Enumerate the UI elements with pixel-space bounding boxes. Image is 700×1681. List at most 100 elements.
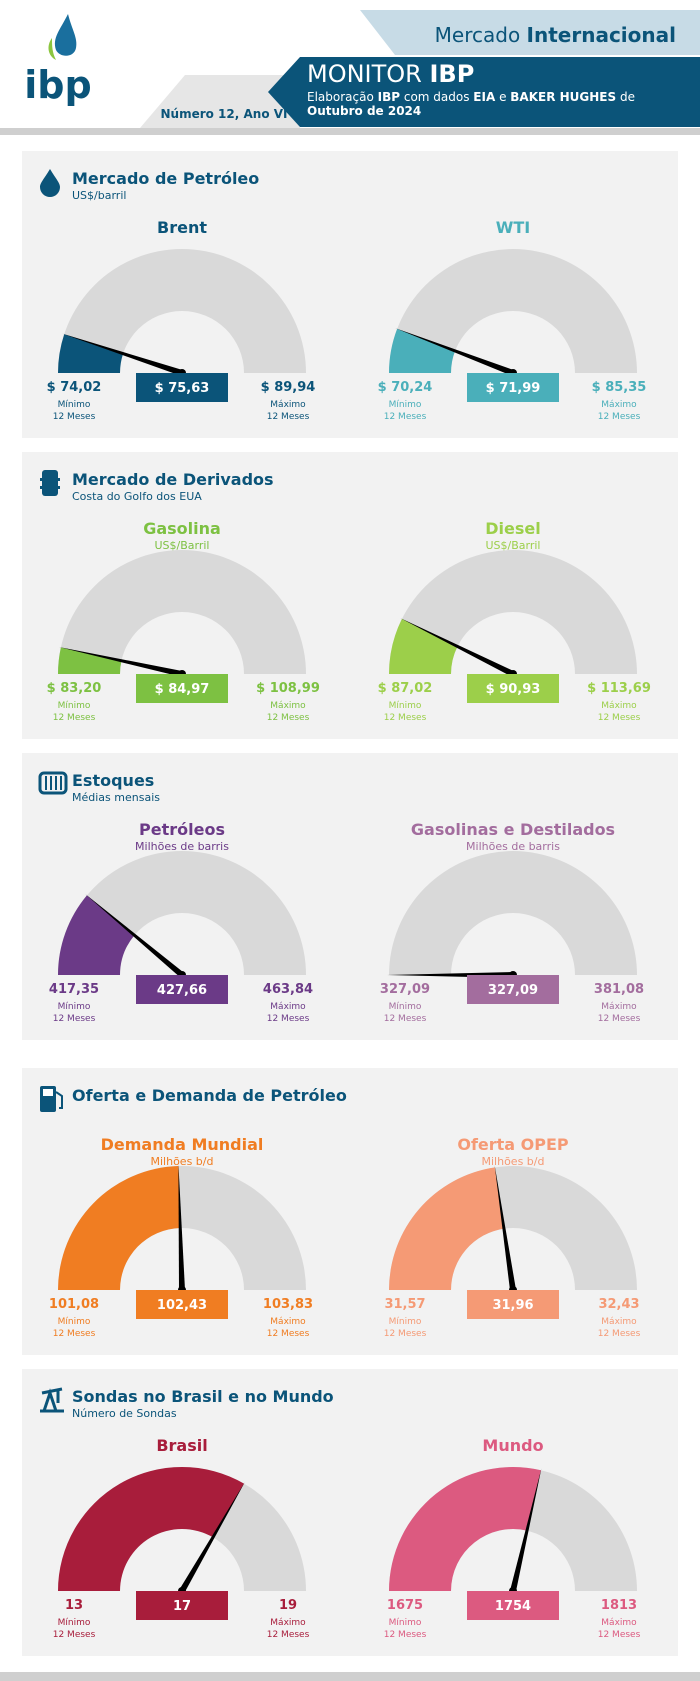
max-label: 463,84 [263,982,313,997]
text-run: MONITOR [307,60,429,88]
gauge-fill [58,334,124,373]
logo-drop [54,14,77,56]
gauge-title: Gasolinas e Destilados [411,820,615,839]
gauge-fill [389,1467,541,1591]
min-caption: Mínimo [58,1618,91,1628]
min-label: 1675 [387,1598,423,1613]
max-caption: 12 Meses [267,1329,310,1339]
gauge-value: 102,43 [157,1298,207,1313]
credit-line: Elaboração IBP com dados EIA e BAKER HUG… [307,90,635,104]
min-caption: Mínimo [389,701,422,711]
title-band [268,57,700,127]
text-run: IBP [429,60,474,88]
min-label: 101,08 [49,1297,99,1312]
icon [60,776,62,790]
gauge-value: 17 [173,1599,191,1614]
section-subtitle: US$/barril [72,189,126,202]
icon [55,1091,63,1109]
gauge-track [389,249,637,373]
icon [45,776,47,790]
min-label: 13 [65,1598,83,1613]
section-title: Oferta e Demanda de Petróleo [72,1086,347,1105]
text-run: Mercado [435,23,527,47]
gauge-title: Brasil [156,1436,207,1455]
value-box [136,373,228,402]
gauge-fill [389,328,456,373]
min-caption: 12 Meses [384,713,427,723]
issue-number: Número 12, Ano VI [160,107,287,121]
max-label: $ 113,69 [587,681,651,696]
gauge-title: Mundo [482,1436,543,1455]
icon [40,486,60,489]
gauge-needle [179,1481,245,1593]
issue-band [140,75,300,128]
gauge-needle [395,328,515,376]
min-caption: 12 Meses [384,1329,427,1339]
text-run: EIA [473,90,496,104]
gauge-units: Milhões de barris [135,840,229,853]
min-label: 31,57 [384,1297,425,1312]
icon [40,169,60,197]
gauge-fill [389,618,458,674]
max-label: 1813 [601,1598,637,1613]
min-label: 327,09 [380,982,430,997]
gauge-value: $ 90,93 [486,682,541,697]
gauge-needle [58,647,183,677]
max-caption: Máximo [601,400,637,410]
credit-line: Outubro de 2024 [307,104,421,118]
gauge-value: 31,96 [492,1298,533,1313]
section-title: Mercado de Petróleo [72,169,259,188]
gauge-title: Oferta OPEP [457,1135,569,1154]
gauge-needle [178,1164,185,1291]
gauge-units: US$/Barril [155,539,210,552]
min-label: $ 70,24 [378,380,433,395]
max-caption: Máximo [270,1317,306,1327]
max-caption: Máximo [601,1618,637,1628]
value-box [136,674,228,703]
gauge-title: WTI [496,218,531,237]
max-label: $ 85,35 [592,380,647,395]
min-caption: 12 Meses [53,1329,96,1339]
gauge-units: Milhões b/d [151,1155,214,1168]
text-run: Elaboração [307,90,378,104]
gauge-title: Gasolina [143,519,221,538]
gauge-units: Milhões de barris [466,840,560,853]
icon [43,1089,53,1096]
max-caption: Máximo [270,400,306,410]
max-label: $ 108,99 [256,681,320,696]
min-label: $ 74,02 [47,380,102,395]
min-label: $ 87,02 [378,681,433,696]
footer-rule [0,1672,700,1681]
min-label: $ 83,20 [47,681,102,696]
brand: ibp [24,63,91,107]
section-title: Sondas no Brasil e no Mundo [72,1387,334,1406]
max-caption: Máximo [601,701,637,711]
min-caption: Mínimo [389,1618,422,1628]
value-box [467,1591,559,1620]
value-box [136,975,228,1004]
gauge-units: Milhões b/d [482,1155,545,1168]
value-box [467,975,559,1004]
max-caption: Máximo [270,1002,306,1012]
logo-leaf [48,38,56,60]
min-caption: Mínimo [389,1317,422,1327]
text-run: e [495,90,510,104]
max-caption: 12 Meses [267,1014,310,1024]
gauge-title: Brent [157,218,207,237]
gauge-title: Diesel [485,519,540,538]
gauge-needle [400,617,515,677]
section-subtitle: Costa do Golfo dos EUA [72,490,202,503]
max-label: 103,83 [263,1297,313,1312]
value-box [136,1591,228,1620]
value-box [467,1290,559,1319]
text-run: de [616,90,635,104]
gauge-fill [58,895,135,975]
icon [40,1387,64,1413]
max-caption: Máximo [270,1618,306,1628]
header-rule [0,128,700,135]
section-subtitle: Número de Sondas [72,1407,177,1420]
max-caption: 12 Meses [598,412,641,422]
gauge-track [389,851,637,975]
